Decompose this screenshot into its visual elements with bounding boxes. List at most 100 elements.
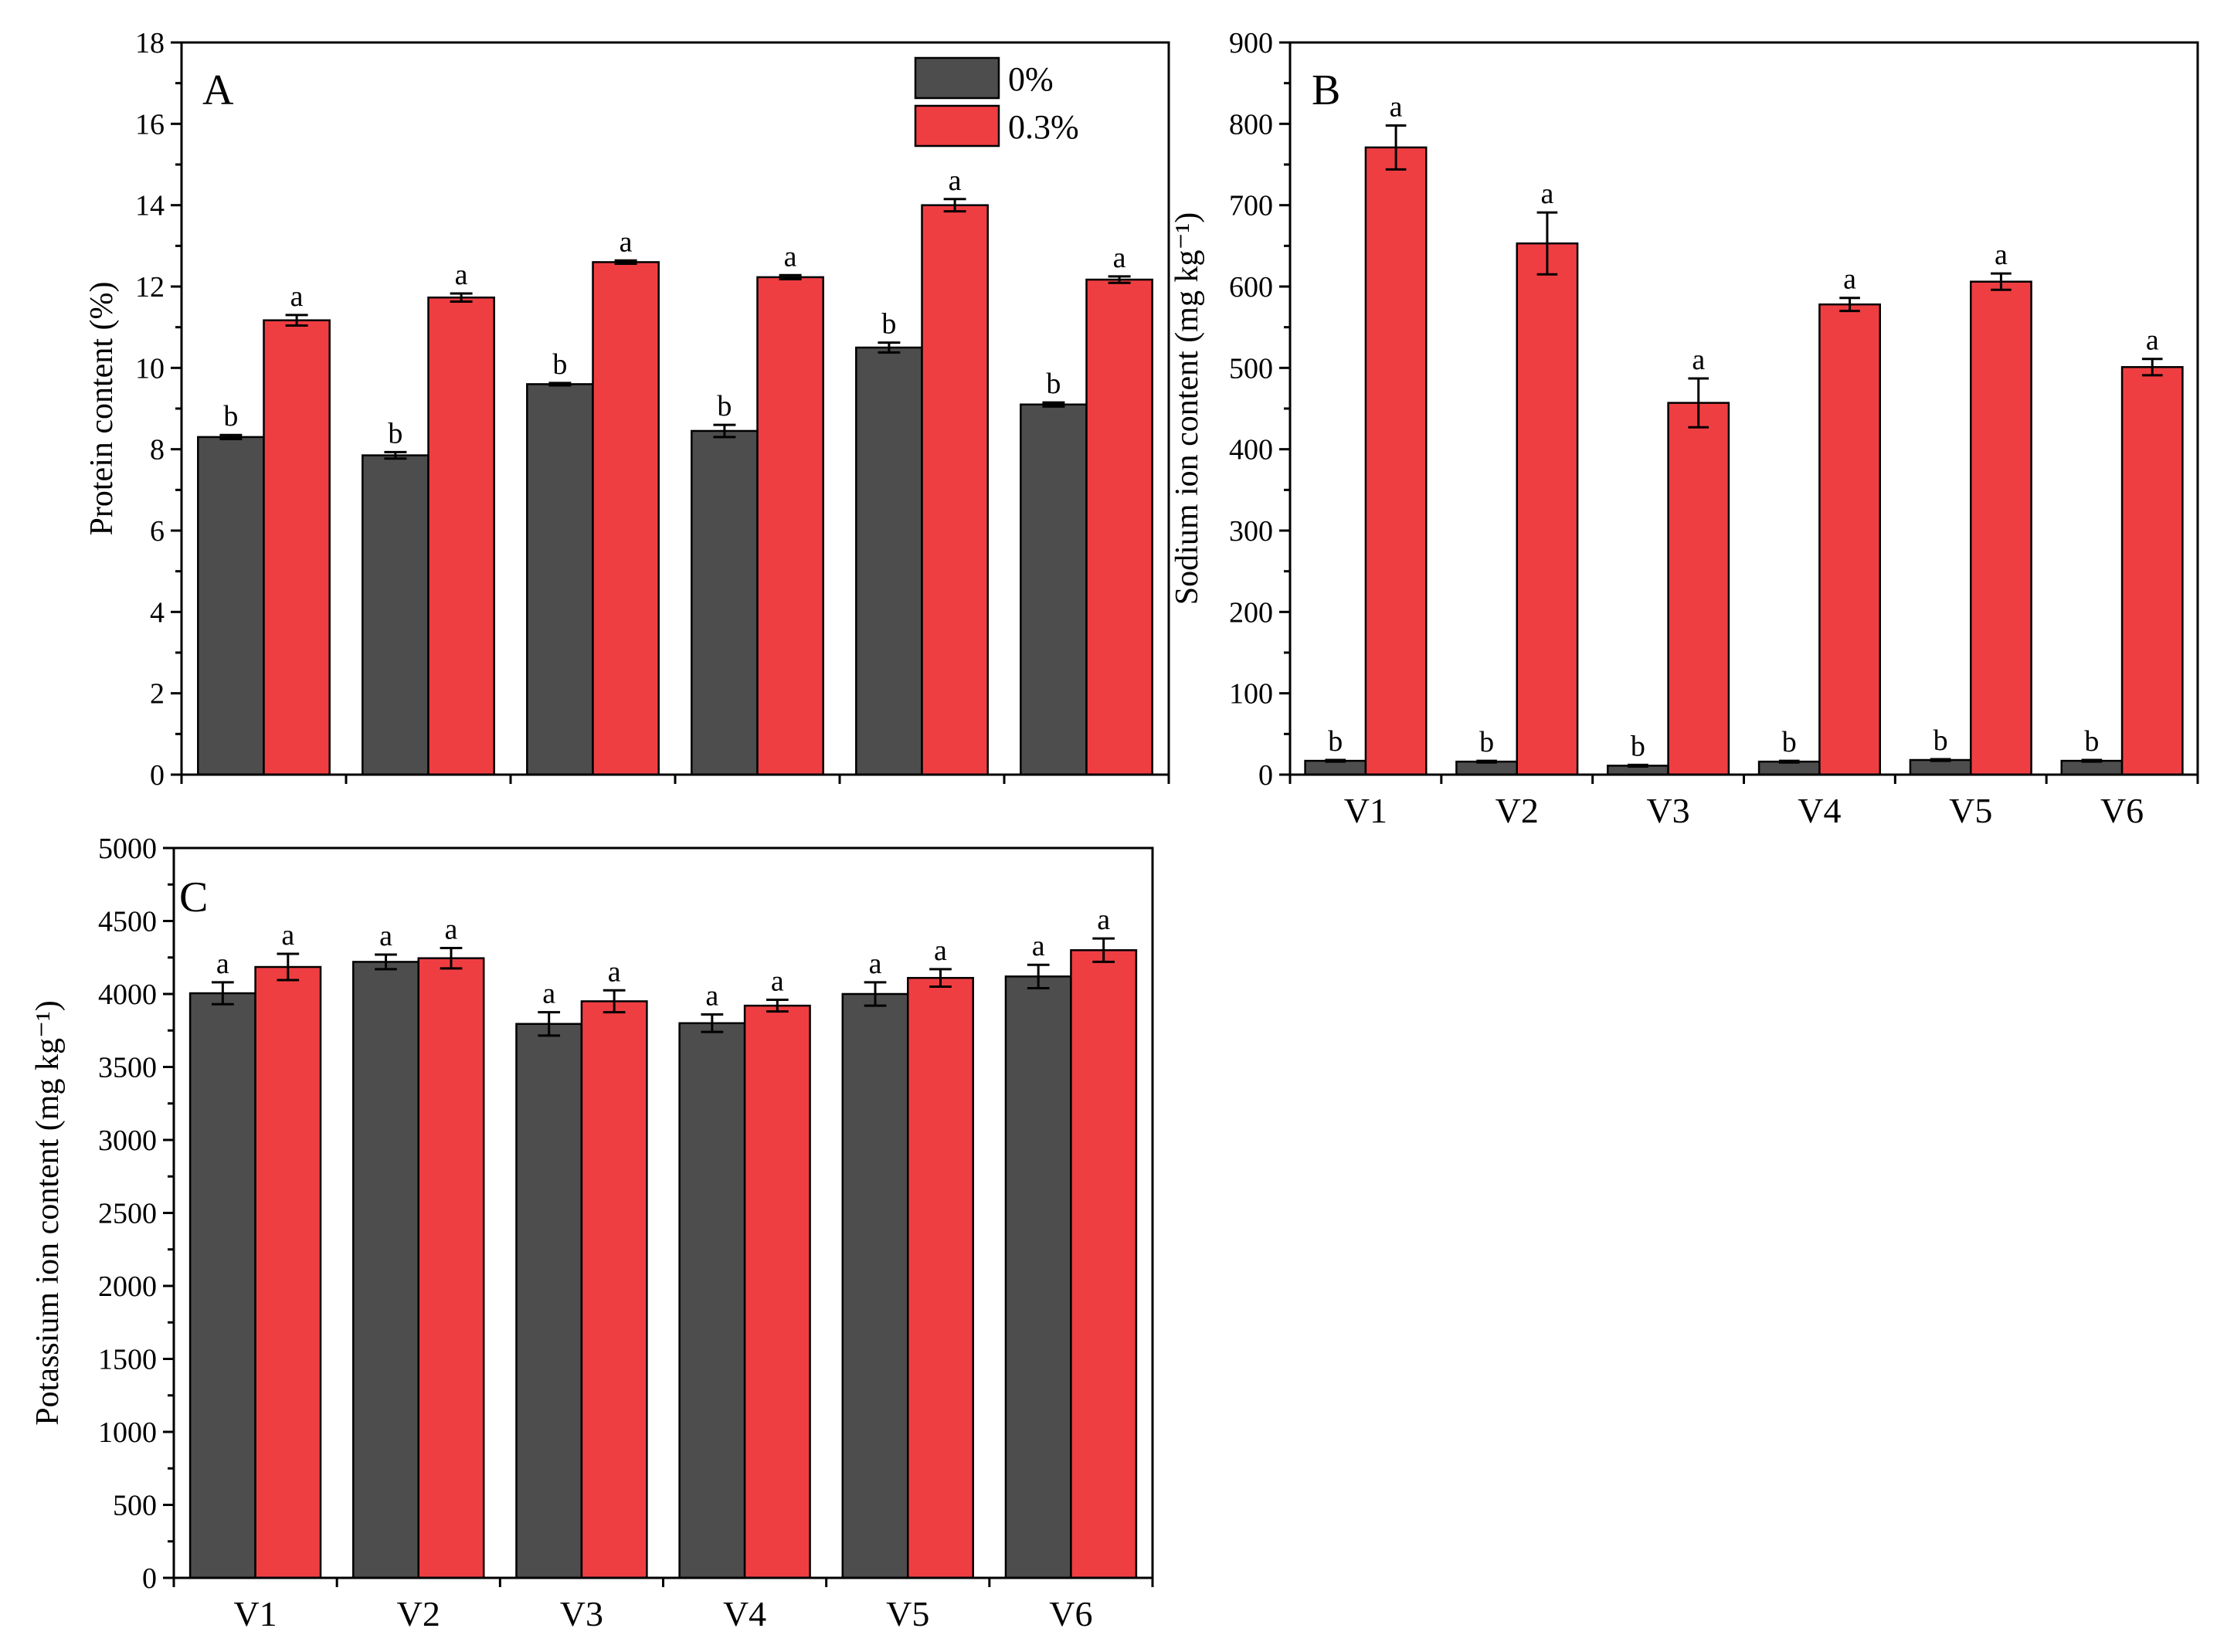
significance-letter: a xyxy=(620,226,633,258)
bar-c-v3-s0 xyxy=(515,1023,583,1579)
plot-frame xyxy=(1288,41,2199,776)
y-tick-label: 400 xyxy=(1229,434,1273,466)
x-tick-label: V5 xyxy=(886,1594,929,1633)
significance-letter: a xyxy=(216,948,229,980)
y-tick-label: 1500 xyxy=(98,1344,157,1376)
significance-letter: a xyxy=(445,913,458,945)
significance-letter: a xyxy=(1995,239,2008,271)
significance-letter: a xyxy=(2146,324,2159,357)
significance-letter: a xyxy=(290,280,304,313)
bar-c-v2-s0 xyxy=(352,961,419,1579)
bar-b-v1-s0 xyxy=(1304,759,1367,776)
significance-letter: b xyxy=(2084,725,2099,758)
y-tick-label: 14 xyxy=(135,190,165,222)
x-tick-label: V1 xyxy=(233,1594,277,1633)
y-tick-label: 0 xyxy=(1258,759,1273,792)
y-axis-label: Potassium ion content (mg kg⁻¹) xyxy=(30,1000,66,1425)
significance-letter: a xyxy=(1843,263,1856,296)
significance-letter: b xyxy=(1328,725,1343,758)
bar-a-v6-s1 xyxy=(1085,278,1153,776)
significance-letter: a xyxy=(379,920,392,952)
significance-letter: a xyxy=(949,165,962,197)
bar-a-v5-s0 xyxy=(855,346,923,776)
y-tick-label: 900 xyxy=(1229,27,1273,59)
legend-swatch-salt xyxy=(914,104,1000,148)
y-tick-label: 100 xyxy=(1229,678,1273,711)
y-tick-label: 12 xyxy=(135,271,165,304)
bar-b-v6-s0 xyxy=(2060,759,2124,776)
y-tick-label: 500 xyxy=(1229,352,1273,385)
y-tick-label: 800 xyxy=(1229,108,1273,141)
x-tick-label: V3 xyxy=(560,1594,603,1633)
x-tick-label: V1 xyxy=(1344,791,1387,830)
panel-letter: B xyxy=(1312,66,1340,114)
significance-letter: a xyxy=(1032,930,1045,962)
significance-letter: b xyxy=(1046,368,1061,400)
bar-b-v1-s1 xyxy=(1364,146,1428,776)
y-tick-label: 8 xyxy=(150,434,165,466)
x-tick-label: V4 xyxy=(1798,791,1841,830)
significance-letter: a xyxy=(784,240,797,273)
legend-swatch-control xyxy=(914,56,1000,100)
y-tick-label: 16 xyxy=(135,108,165,141)
bar-b-v4-s1 xyxy=(1818,303,1882,776)
bar-b-v2-s1 xyxy=(1516,242,1579,776)
bar-c-v3-s1 xyxy=(580,1000,648,1579)
y-tick-label: 6 xyxy=(150,515,165,548)
y-tick-label: 0 xyxy=(142,1562,157,1595)
bar-c-v4-s0 xyxy=(678,1022,746,1579)
y-tick-label: 1000 xyxy=(98,1416,157,1449)
y-tick-label: 3000 xyxy=(98,1125,157,1157)
bar-a-v3-s1 xyxy=(592,261,660,776)
bar-c-v4-s1 xyxy=(743,1004,811,1579)
x-tick-label: V6 xyxy=(2100,791,2144,830)
x-tick-label: V6 xyxy=(1049,1594,1092,1633)
x-tick-label: V3 xyxy=(1646,791,1689,830)
bar-a-v4-s0 xyxy=(691,429,759,776)
significance-letter: b xyxy=(717,390,732,422)
y-tick-label: 700 xyxy=(1229,190,1273,222)
bar-c-v6-s0 xyxy=(1004,975,1072,1579)
y-tick-label: 2500 xyxy=(98,1198,157,1230)
y-tick-label: 600 xyxy=(1229,271,1273,304)
bar-b-v6-s1 xyxy=(2120,366,2184,776)
bar-c-v6-s1 xyxy=(1070,949,1138,1579)
significance-letter: a xyxy=(1097,904,1110,936)
legend-label-salt: 0.3% xyxy=(1008,108,1079,146)
bar-c-v1-s0 xyxy=(188,992,256,1579)
chart-panel-c: 0 500 1000 1500 2000 2500 3000 3500 4000 4500 5000… xyxy=(30,833,1154,1633)
x-tick-label: V4 xyxy=(723,1594,766,1633)
bar-a-v3-s0 xyxy=(526,383,594,776)
significance-letter: a xyxy=(281,919,294,952)
y-tick-label: 4500 xyxy=(98,906,157,938)
y-tick-label: 10 xyxy=(135,352,165,385)
y-axis-label: Sodium ion content (mg kg⁻¹) xyxy=(1170,212,1205,605)
bar-a-v4-s1 xyxy=(756,276,824,776)
bar-c-v1-s1 xyxy=(254,965,322,1579)
significance-letter: a xyxy=(1113,242,1126,274)
significance-letter: a xyxy=(771,965,784,998)
y-tick-label: 4000 xyxy=(98,979,157,1011)
y-tick-label: 300 xyxy=(1229,515,1273,548)
bar-a-v6-s0 xyxy=(1020,403,1088,776)
bar-c-v5-s0 xyxy=(841,992,909,1579)
panel-letter: A xyxy=(202,66,234,114)
y-tick-label: 2000 xyxy=(98,1270,157,1303)
y-tick-label: 18 xyxy=(135,27,165,59)
chart-panel-a: 0 2 4 6 8 10 12 14 16 18 b b b b b b a a a a a a Protein conte… xyxy=(84,27,1170,792)
chart-panel-b: 0 100 200 300 400 500 600 700 800 900 b b b b b b a a a a a a… xyxy=(1170,27,2199,830)
x-tick-label: V2 xyxy=(397,1594,440,1633)
significance-letter: a xyxy=(542,978,555,1010)
significance-letter: b xyxy=(552,348,567,381)
x-tick-label: V2 xyxy=(1496,791,1539,830)
significance-letter: b xyxy=(388,417,402,449)
significance-letter: b xyxy=(1782,726,1797,758)
y-tick-label: 3500 xyxy=(98,1052,157,1084)
y-tick-label: 500 xyxy=(113,1490,157,1522)
significance-letter: a xyxy=(934,935,947,967)
significance-letter: a xyxy=(1390,90,1403,123)
y-tick-label: 2 xyxy=(150,678,165,711)
significance-letter: a xyxy=(705,979,718,1012)
plot-frame xyxy=(180,41,1170,776)
